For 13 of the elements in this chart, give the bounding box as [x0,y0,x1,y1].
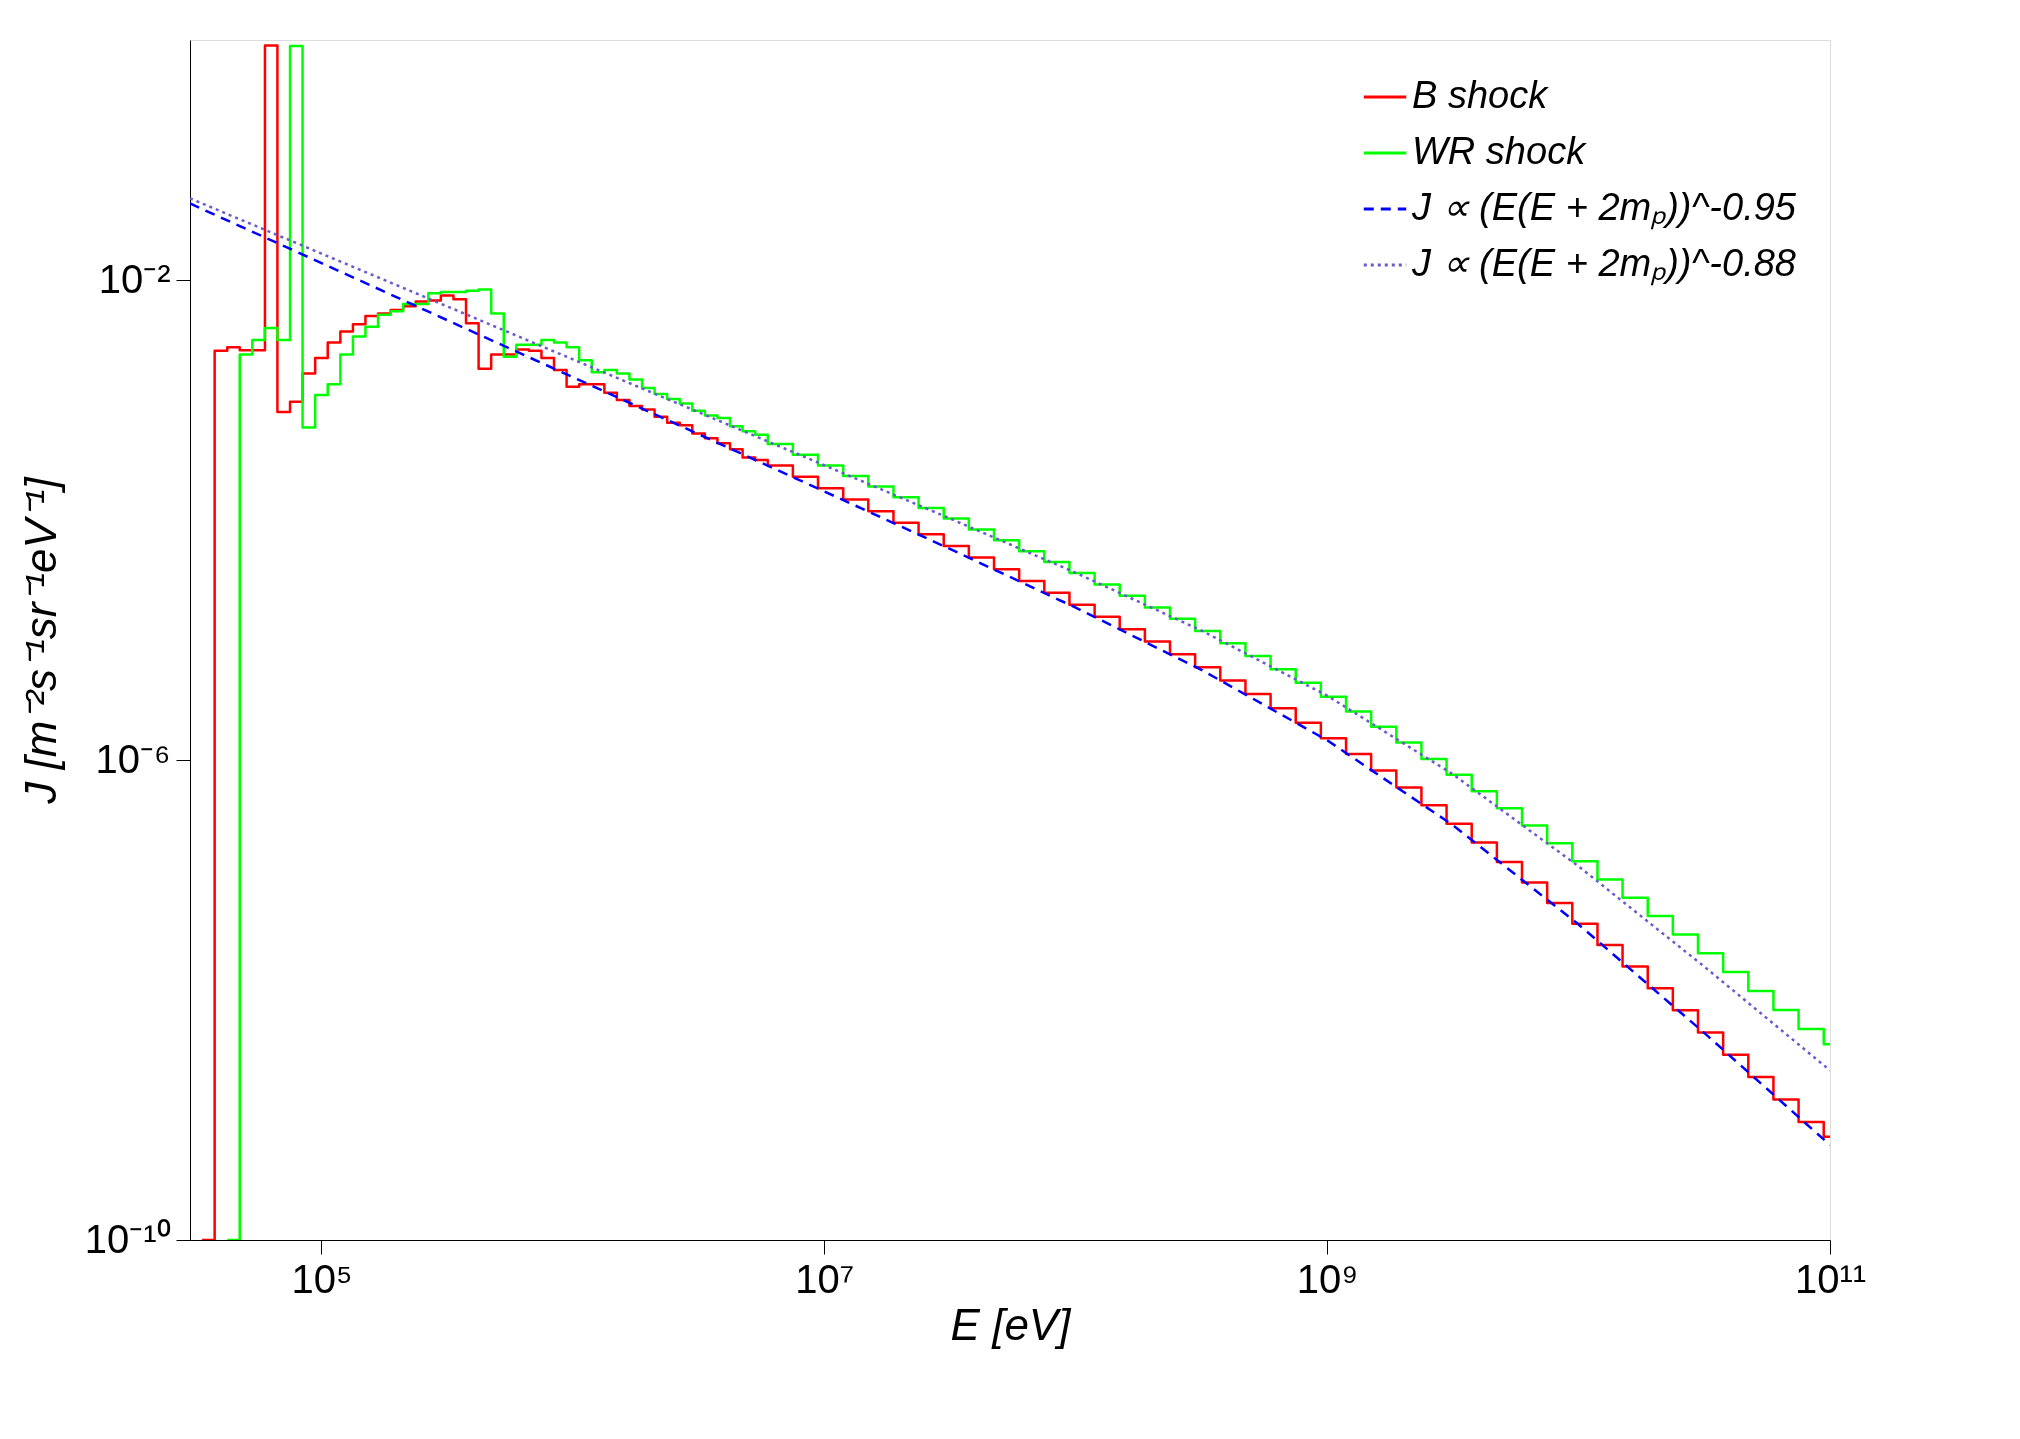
x-tick-label: 10⁹ [1296,1256,1359,1301]
x-tick-label: 10⁷ [795,1256,855,1301]
y-axis-title: J [m⁻²s⁻¹sr⁻¹eV⁻¹] [15,475,65,805]
legend-label: B shock [1412,74,1550,116]
legend-label: J ∝ (E(E + 2mₚ))^-0.88 [1411,242,1796,286]
x-axis-title: E [eV] [950,1299,1073,1349]
y-tick-label: 10⁻² [98,256,171,301]
y-tick-label: 10⁻¹⁰ [84,1216,171,1261]
x-tick-label: 10¹¹ [1794,1256,1867,1301]
x-tick-label: 10⁵ [291,1256,353,1301]
y-tick-label: 10⁻⁶ [95,736,171,781]
legend-label: J ∝ (E(E + 2mₚ))^-0.95 [1411,186,1797,230]
legend-label: WR shock [1412,130,1588,172]
